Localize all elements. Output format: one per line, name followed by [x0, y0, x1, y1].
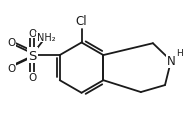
Text: S: S — [28, 49, 36, 62]
Text: H: H — [176, 49, 183, 58]
Text: Cl: Cl — [75, 15, 87, 28]
Text: O: O — [7, 38, 16, 48]
Text: O: O — [28, 29, 36, 39]
Text: NH₂: NH₂ — [37, 33, 55, 43]
Text: N: N — [167, 55, 175, 68]
Text: O: O — [28, 73, 36, 82]
Text: O: O — [7, 63, 16, 73]
